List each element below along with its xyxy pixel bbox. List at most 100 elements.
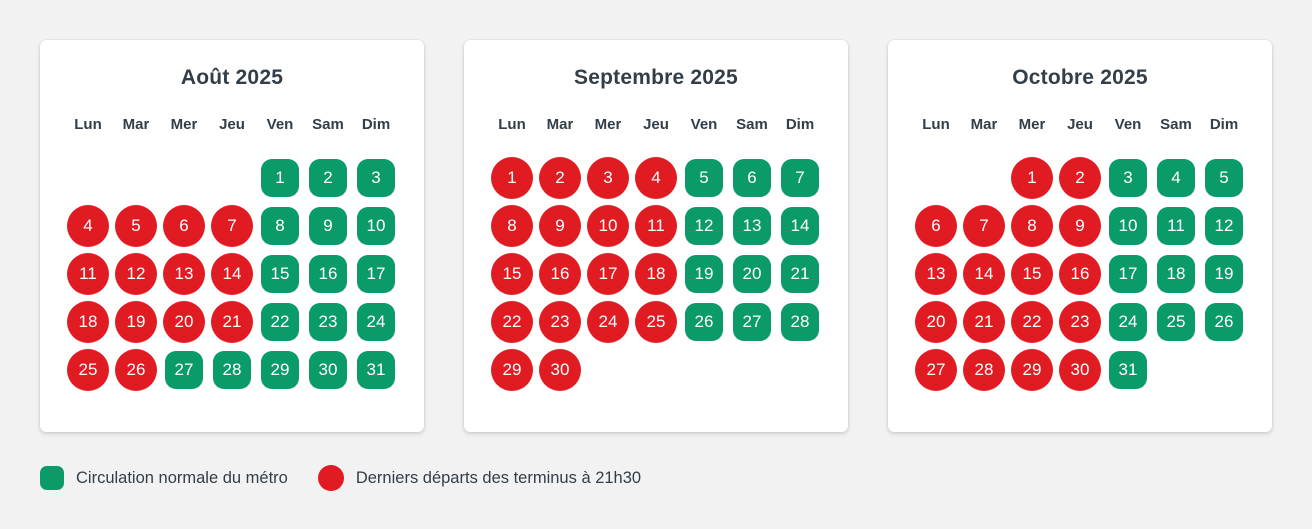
day-cell-wrapper: 4	[632, 154, 680, 202]
day-cell-wrapper: 10	[584, 202, 632, 250]
day-cell-normal-service: 13	[733, 207, 771, 245]
day-cell-wrapper: 11	[64, 250, 112, 298]
calendar-grid-october: Lun Mar Mer Jeu Ven Sam Dim 1 2 3 4 5 6 7 8 9 10 11 12 13 14…	[910, 108, 1250, 394]
weekday-header: Sam	[1160, 116, 1192, 133]
green-square-icon	[40, 466, 64, 490]
day-cell-last-departure: 24	[587, 301, 629, 343]
day-cell-wrapper: 13	[160, 250, 208, 298]
day-cell-wrapper: 2	[536, 154, 584, 202]
day-cell-last-departure: 25	[635, 301, 677, 343]
day-cell-normal-service: 26	[1205, 303, 1243, 341]
day-cell-normal-service: 17	[357, 255, 395, 293]
day-cell-wrapper: 14	[208, 250, 256, 298]
empty-cell	[912, 154, 960, 202]
day-cell-last-departure: 16	[1059, 253, 1101, 295]
day-cell-normal-service: 1	[261, 159, 299, 197]
weekday-header: Mer	[1018, 116, 1046, 133]
day-cell-normal-service: 31	[357, 351, 395, 389]
day-cell-wrapper: 6	[728, 154, 776, 202]
day-cell-last-departure: 22	[1011, 301, 1053, 343]
day-cell-wrapper: 28	[208, 346, 256, 394]
day-cell-last-departure: 4	[67, 205, 109, 247]
day-cell-normal-service: 17	[1109, 255, 1147, 293]
day-cell-wrapper: 8	[488, 202, 536, 250]
day-cell-wrapper: 24	[584, 298, 632, 346]
day-cell-last-departure: 27	[915, 349, 957, 391]
day-cell-wrapper: 22	[488, 298, 536, 346]
day-cell-last-departure: 5	[115, 205, 157, 247]
day-cell-last-departure: 20	[163, 301, 205, 343]
day-cell-wrapper: 7	[208, 202, 256, 250]
day-cell-wrapper: 12	[112, 250, 160, 298]
legend-label-normal: Circulation normale du métro	[76, 468, 288, 487]
day-cell-last-departure: 19	[115, 301, 157, 343]
day-cell-last-departure: 29	[1011, 349, 1053, 391]
day-cell-wrapper: 23	[536, 298, 584, 346]
day-cell-normal-service: 24	[357, 303, 395, 341]
day-cell-wrapper: 17	[1104, 250, 1152, 298]
day-cell-wrapper: 30	[304, 346, 352, 394]
day-cell-last-departure: 23	[539, 301, 581, 343]
day-cell-normal-service: 12	[1205, 207, 1243, 245]
day-cell-wrapper: 18	[1152, 250, 1200, 298]
day-cell-wrapper: 30	[1056, 346, 1104, 394]
day-cell-normal-service: 10	[1109, 207, 1147, 245]
day-cell-wrapper: 16	[536, 250, 584, 298]
day-cell-wrapper: 9	[304, 202, 352, 250]
weekday-header: Lun	[498, 116, 526, 133]
day-cell-normal-service: 28	[781, 303, 819, 341]
day-cell-wrapper: 6	[912, 202, 960, 250]
day-cell-wrapper: 7	[960, 202, 1008, 250]
legend: Circulation normale du métro Derniers dé…	[40, 465, 1312, 491]
day-cell-wrapper: 19	[1200, 250, 1248, 298]
day-cell-wrapper: 27	[912, 346, 960, 394]
day-cell-wrapper: 1	[256, 154, 304, 202]
day-cell-last-departure: 2	[1059, 157, 1101, 199]
day-cell-last-departure: 6	[915, 205, 957, 247]
day-cell-wrapper: 5	[1200, 154, 1248, 202]
day-cell-wrapper: 28	[776, 298, 824, 346]
day-cell-wrapper: 24	[352, 298, 400, 346]
day-cell-wrapper: 9	[1056, 202, 1104, 250]
day-cell-wrapper: 20	[160, 298, 208, 346]
weekday-header: Ven	[1114, 116, 1142, 133]
empty-cell	[64, 154, 112, 202]
weekday-header: Jeu	[219, 116, 245, 133]
day-cell-normal-service: 10	[357, 207, 395, 245]
day-cell-normal-service: 23	[309, 303, 347, 341]
day-cell-last-departure: 29	[491, 349, 533, 391]
day-cell-normal-service: 9	[309, 207, 347, 245]
day-cell-wrapper: 10	[352, 202, 400, 250]
day-cell-wrapper: 24	[1104, 298, 1152, 346]
day-cell-wrapper: 10	[1104, 202, 1152, 250]
day-cell-last-departure: 10	[587, 205, 629, 247]
day-cell-wrapper: 29	[1008, 346, 1056, 394]
day-cell-normal-service: 8	[261, 207, 299, 245]
day-cell-wrapper: 18	[64, 298, 112, 346]
day-cell-wrapper: 13	[728, 202, 776, 250]
calendar-card-september: Septembre 2025 Lun Mar Mer Jeu Ven Sam Dim 1 2 3 4…	[464, 40, 848, 432]
weekday-header: Dim	[361, 116, 391, 133]
weekday-header: Dim	[785, 116, 815, 133]
day-cell-last-departure: 9	[539, 205, 581, 247]
month-title-september: Septembre 2025	[574, 66, 738, 89]
day-cell-normal-service: 30	[309, 351, 347, 389]
day-cell-last-departure: 8	[491, 205, 533, 247]
day-cell-last-departure: 18	[67, 301, 109, 343]
day-cell-wrapper: 26	[112, 346, 160, 394]
day-cell-normal-service: 2	[309, 159, 347, 197]
day-cell-wrapper: 5	[112, 202, 160, 250]
day-cell-normal-service: 20	[733, 255, 771, 293]
day-cell-last-departure: 6	[163, 205, 205, 247]
day-cell-last-departure: 4	[635, 157, 677, 199]
day-cell-normal-service: 27	[165, 351, 203, 389]
day-cell-last-departure: 28	[963, 349, 1005, 391]
day-cell-last-departure: 16	[539, 253, 581, 295]
day-cell-wrapper: 21	[208, 298, 256, 346]
legend-item-normal: Circulation normale du métro	[40, 466, 288, 490]
day-cell-wrapper: 6	[160, 202, 208, 250]
calendar-grid-september: Lun Mar Mer Jeu Ven Sam Dim 1 2 3 4 5 6 7 8 9 10 11 12 13 14…	[486, 108, 826, 394]
day-cell-last-departure: 12	[115, 253, 157, 295]
day-cell-last-departure: 15	[491, 253, 533, 295]
